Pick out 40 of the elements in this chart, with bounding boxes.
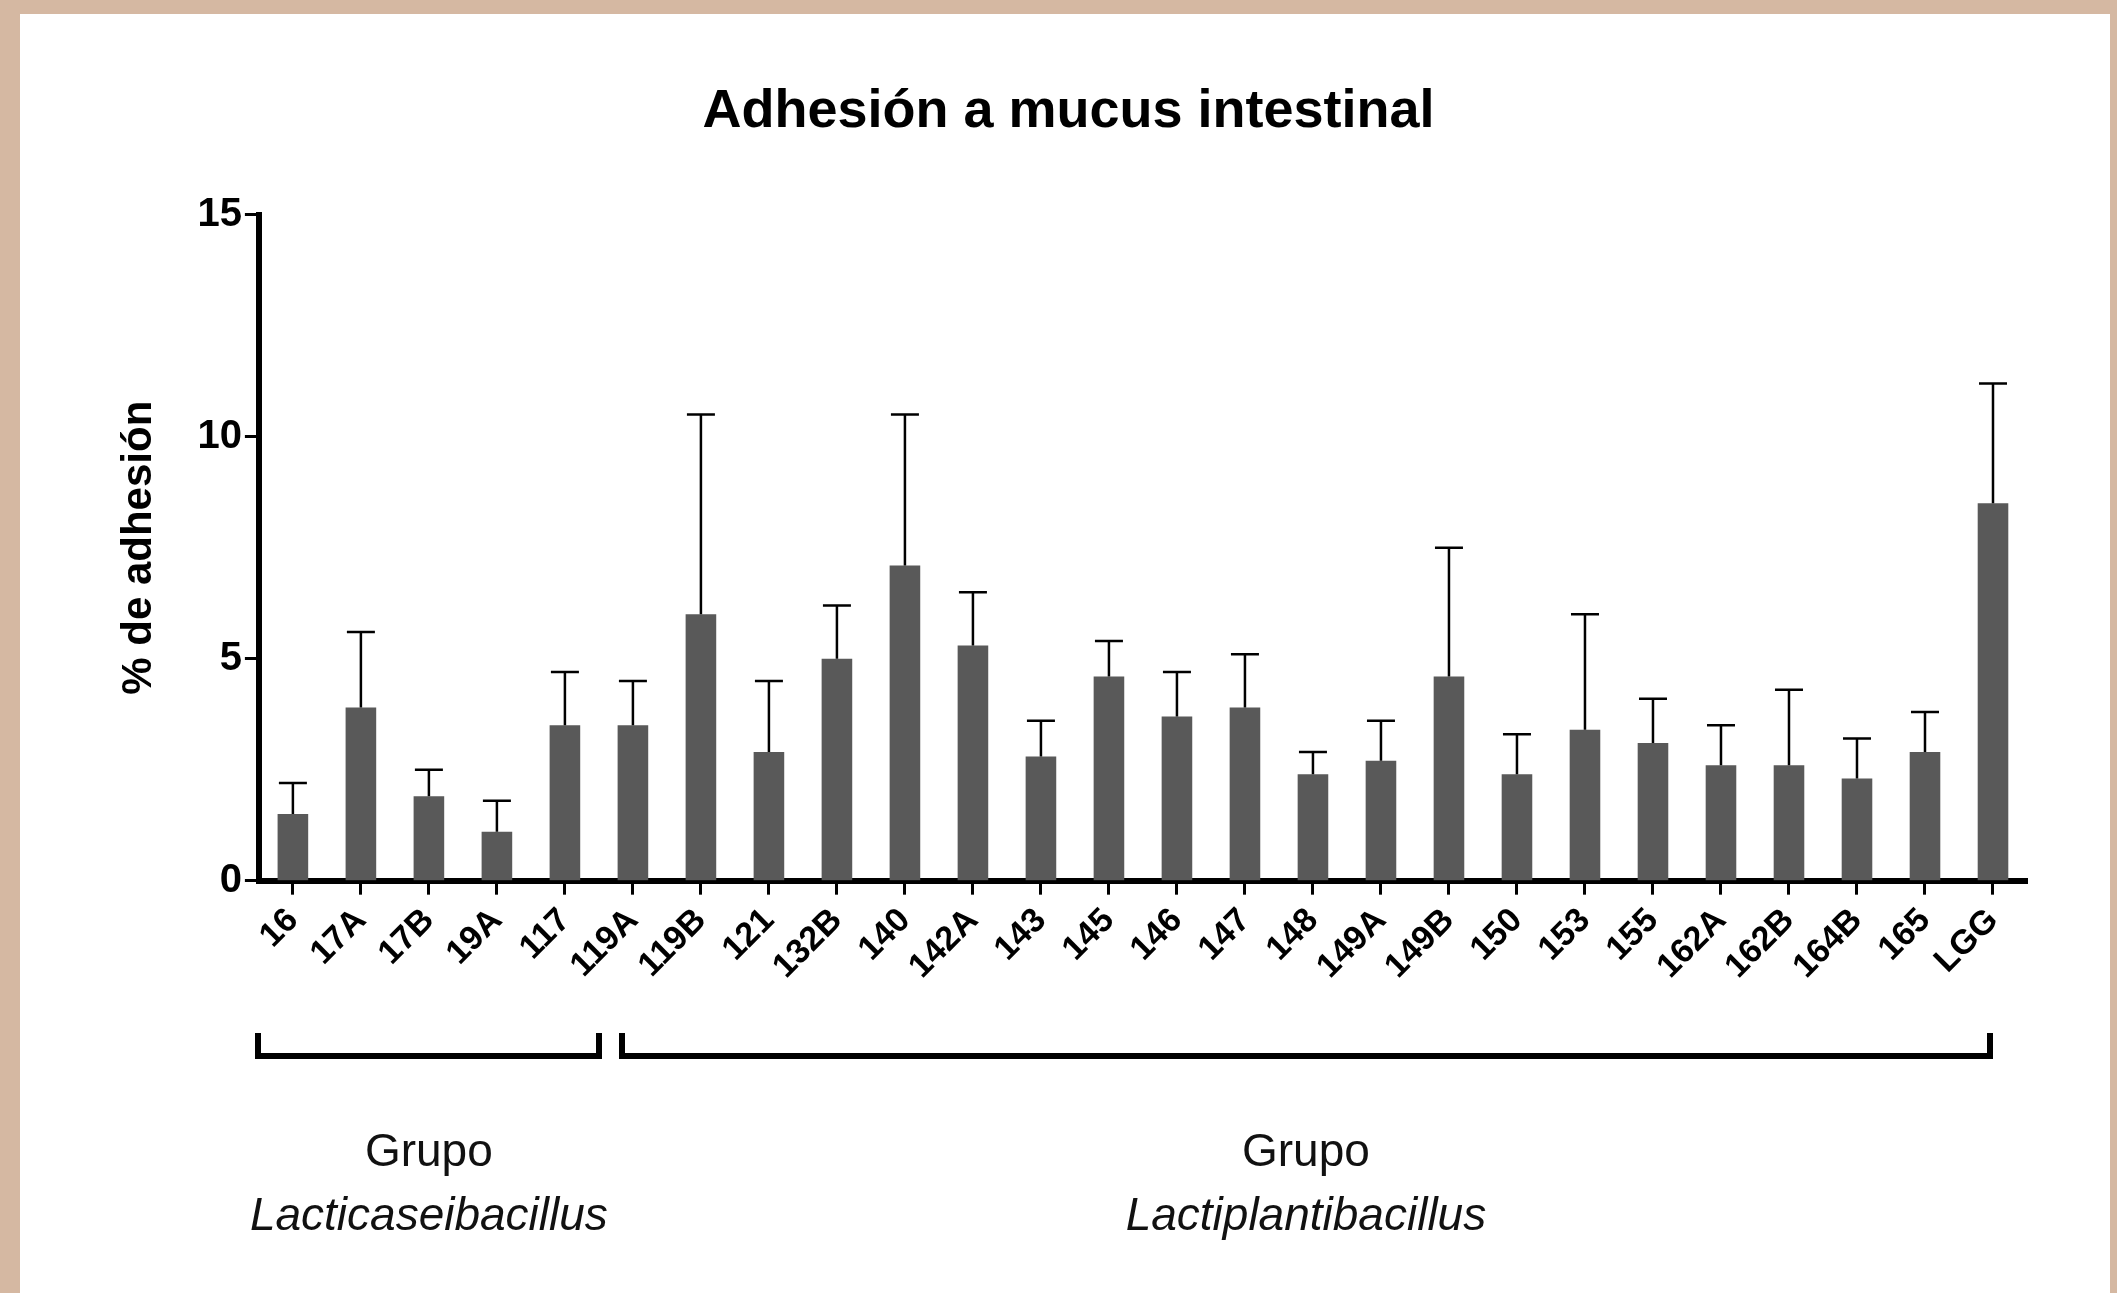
text: Grupo Lactiplantibacillus: [1125, 1123, 1487, 1242]
bar: [1841, 778, 1873, 881]
bar: [1569, 729, 1601, 881]
bar: [1229, 707, 1261, 881]
x-tick-label: 153: [1529, 899, 1597, 967]
bar: [1433, 676, 1465, 881]
bar: [1705, 765, 1737, 881]
bar: [821, 658, 853, 881]
x-tick-label: 145: [1053, 899, 1121, 967]
bar: [617, 725, 649, 881]
bar: [481, 831, 513, 881]
bar: [1093, 676, 1125, 881]
y-axis-title: % de adhesión: [112, 400, 160, 695]
x-tick-label: 150: [1461, 899, 1529, 967]
bar: [685, 614, 717, 881]
bar: [1025, 756, 1057, 881]
y-tick-label: 10: [197, 411, 242, 456]
bar: [753, 751, 785, 881]
bar: [889, 565, 921, 881]
bar: [1365, 760, 1397, 881]
bar: [1773, 765, 1805, 881]
y-tick-label: 5: [219, 633, 242, 678]
text: Grupo Lacticaseibacillus: [249, 1123, 608, 1242]
bar: [1977, 503, 2009, 881]
bar: [277, 814, 309, 881]
chart-title: Adhesión a mucus intestinal: [702, 78, 1435, 139]
bar: [1501, 774, 1533, 881]
bar: [345, 707, 377, 881]
bar: [1909, 751, 1941, 881]
bar: [1161, 716, 1193, 881]
x-tick-label: 143: [985, 899, 1053, 967]
x-tick-label: 146: [1121, 899, 1189, 967]
bar: [413, 796, 445, 881]
bar: [1637, 743, 1669, 881]
x-tick-label: 147: [1189, 899, 1257, 967]
bar: [957, 645, 989, 881]
bar: [1297, 774, 1329, 881]
bar: [549, 725, 581, 881]
y-tick-label: 0: [219, 855, 242, 900]
y-tick-label: 15: [197, 189, 242, 234]
